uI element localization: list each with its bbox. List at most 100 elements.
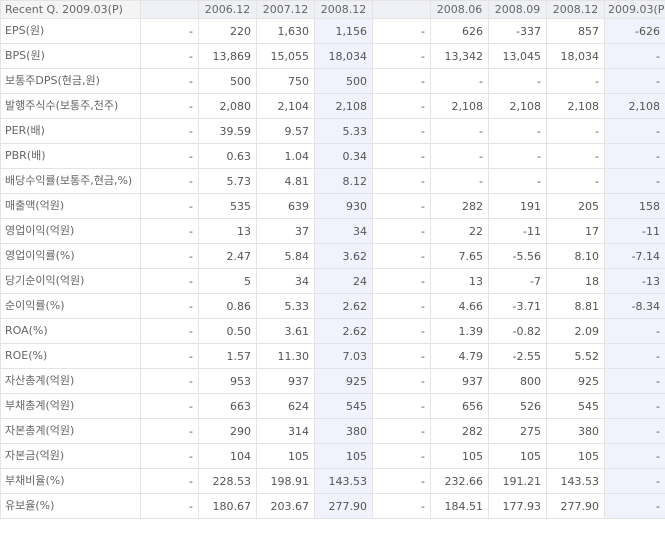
table-cell: - bbox=[372, 43, 431, 69]
table-row: 매출액(억원) -535 639 930-282 191 205 158 bbox=[0, 193, 665, 219]
table-cell: - bbox=[372, 193, 431, 219]
table-cell: 656 bbox=[430, 393, 489, 419]
table-cell: - bbox=[140, 18, 199, 44]
table-cell: 39.59 bbox=[198, 118, 257, 144]
table-cell: - bbox=[604, 318, 665, 344]
table-row: 배당수익률(보통주,현금,%) -5.73 4.81 8.12- - - - - bbox=[0, 168, 665, 194]
row-label: PBR(배) bbox=[0, 143, 141, 169]
table-row: PBR(배) -0.63 1.04 0.34- - - - - bbox=[0, 143, 665, 169]
table-cell: - bbox=[372, 418, 431, 444]
table-cell: 232.66 bbox=[430, 468, 489, 494]
table-cell: - bbox=[140, 193, 199, 219]
table-cell: 184.51 bbox=[430, 493, 489, 519]
table-cell: 11.30 bbox=[256, 343, 315, 369]
table-cell: 13,869 bbox=[198, 43, 257, 69]
table-cell: - bbox=[372, 343, 431, 369]
column-header bbox=[372, 0, 431, 19]
table-cell: 104 bbox=[198, 443, 257, 469]
table-cell: 937 bbox=[256, 368, 315, 394]
table-cell: - bbox=[372, 393, 431, 419]
row-label: 자본금(억원) bbox=[0, 443, 141, 469]
table-cell: 177.93 bbox=[488, 493, 547, 519]
table-cell: 953 bbox=[198, 368, 257, 394]
table-cell: 37 bbox=[256, 218, 315, 244]
table-cell: 4.66 bbox=[430, 293, 489, 319]
table-cell: - bbox=[488, 118, 547, 144]
table-cell: 937 bbox=[430, 368, 489, 394]
table-cell: 205 bbox=[546, 193, 605, 219]
table-cell: - bbox=[140, 43, 199, 69]
table-cell: 8.10 bbox=[546, 243, 605, 269]
table-cell: 15,055 bbox=[256, 43, 315, 69]
table-cell: - bbox=[430, 143, 489, 169]
table-row: 발행주식수(보통주,천주) -2,080 2,104 2,108-2,108 2,108… bbox=[0, 93, 665, 119]
table-cell: 4.81 bbox=[256, 168, 315, 194]
table-cell: 380 bbox=[314, 418, 373, 444]
row-label: 영업이익(억원) bbox=[0, 218, 141, 244]
table-row: 순이익률(%) -0.86 5.33 2.62-4.66 -3.71 8.81 -8.34 bbox=[0, 293, 665, 319]
table-cell: - bbox=[140, 468, 199, 494]
table-cell: 626 bbox=[430, 18, 489, 44]
table-cell: - bbox=[488, 168, 547, 194]
table-cell: - bbox=[604, 43, 665, 69]
row-label: ROE(%) bbox=[0, 343, 141, 369]
table-cell: 13,342 bbox=[430, 43, 489, 69]
table-body: EPS(원) -220 1,630 1,156-626 -337 857 -626 BPS(원… bbox=[0, 18, 665, 519]
table-cell: 34 bbox=[256, 268, 315, 294]
table-row: ROA(%) -0.50 3.61 2.62-1.39 -0.82 2.09- bbox=[0, 318, 665, 344]
table-cell: -0.82 bbox=[488, 318, 547, 344]
table-cell: 1.57 bbox=[198, 343, 257, 369]
table-cell: - bbox=[546, 168, 605, 194]
column-header: 2009.03(P) bbox=[604, 0, 665, 19]
table-cell: 545 bbox=[546, 393, 605, 419]
table-cell: -626 bbox=[604, 18, 665, 44]
row-label: ROA(%) bbox=[0, 318, 141, 344]
table-cell: - bbox=[430, 118, 489, 144]
table-cell: 24 bbox=[314, 268, 373, 294]
table-cell: - bbox=[140, 68, 199, 94]
column-header: 2008.12 bbox=[546, 0, 605, 19]
table-cell: 1,156 bbox=[314, 18, 373, 44]
table-row: 부채총계(억원) -663 624 545-656 526 545- bbox=[0, 393, 665, 419]
table-cell: 2,104 bbox=[256, 93, 315, 119]
table-cell: - bbox=[140, 368, 199, 394]
table-cell: 3.62 bbox=[314, 243, 373, 269]
table-cell: - bbox=[372, 18, 431, 44]
table-cell: 0.50 bbox=[198, 318, 257, 344]
table-cell: - bbox=[372, 368, 431, 394]
table-cell: 228.53 bbox=[198, 468, 257, 494]
table-cell: 277.90 bbox=[546, 493, 605, 519]
table-cell: 2,108 bbox=[314, 93, 373, 119]
table-cell: - bbox=[604, 118, 665, 144]
table-cell: -7 bbox=[488, 268, 547, 294]
table-cell: -2.55 bbox=[488, 343, 547, 369]
row-label: BPS(원) bbox=[0, 43, 141, 69]
table-cell: - bbox=[140, 168, 199, 194]
table-cell: 282 bbox=[430, 193, 489, 219]
table-row: 영업이익(억원) -13 37 34-22 -11 17 -11 bbox=[0, 218, 665, 244]
table-cell: - bbox=[140, 493, 199, 519]
table-cell: 9.57 bbox=[256, 118, 315, 144]
table-cell: - bbox=[372, 168, 431, 194]
table-cell: - bbox=[140, 343, 199, 369]
table-cell: 5.33 bbox=[256, 293, 315, 319]
column-header-corner: Recent Q. 2009.03(P) bbox=[0, 0, 141, 19]
row-label: 배당수익률(보통주,현금,%) bbox=[0, 168, 141, 194]
table-cell: - bbox=[140, 393, 199, 419]
table-cell: - bbox=[488, 143, 547, 169]
table-row: 자본총계(억원) -290 314 380-282 275 380- bbox=[0, 418, 665, 444]
table-row: 보통주DPS(현금,원) -500 750 500- - - - - bbox=[0, 68, 665, 94]
table-cell: -3.71 bbox=[488, 293, 547, 319]
row-label: PER(배) bbox=[0, 118, 141, 144]
table-cell: 526 bbox=[488, 393, 547, 419]
table-cell: 2.62 bbox=[314, 293, 373, 319]
table-row: 부채비율(%) -228.53 198.91 143.53-232.66 191.21 1… bbox=[0, 468, 665, 494]
table-cell: 18,034 bbox=[314, 43, 373, 69]
row-label: 매출액(억원) bbox=[0, 193, 141, 219]
table-cell: - bbox=[488, 68, 547, 94]
table-cell: 8.81 bbox=[546, 293, 605, 319]
table-cell: 5.73 bbox=[198, 168, 257, 194]
table-cell: - bbox=[140, 118, 199, 144]
table-cell: 2,108 bbox=[430, 93, 489, 119]
table-cell: 105 bbox=[314, 443, 373, 469]
